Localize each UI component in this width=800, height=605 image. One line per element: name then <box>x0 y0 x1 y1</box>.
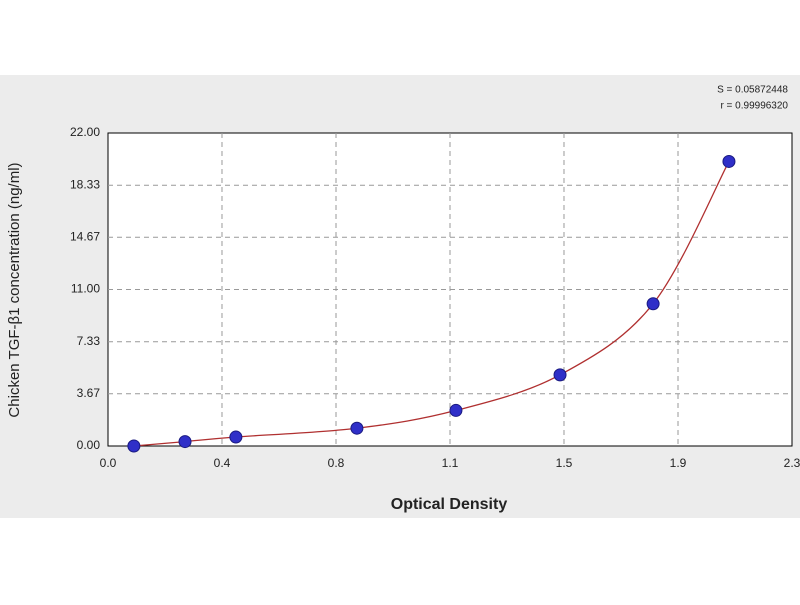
y-tick-label: 14.67 <box>70 229 100 243</box>
annotation: r = 0.99996320 <box>720 101 788 112</box>
y-tick-label: 22.00 <box>70 125 100 139</box>
point <box>127 439 141 453</box>
x-axis-label: Optical Density <box>391 496 508 513</box>
y-tick-label: 18.33 <box>70 177 100 191</box>
point <box>553 368 567 382</box>
x-tick-label: 1.9 <box>670 456 687 470</box>
y-tick-label: 11.00 <box>71 282 100 296</box>
x-tick-label: 0.4 <box>214 456 231 470</box>
x-tick-label: 0.8 <box>328 456 345 470</box>
point <box>722 154 736 168</box>
x-tick-label: 0.0 <box>100 456 117 470</box>
y-tick-label: 0.00 <box>77 438 101 452</box>
annotation: S = 0.05872448 <box>717 85 788 96</box>
y-axis-label: Chicken TGF-β1 concentration (ng/ml) <box>6 162 23 417</box>
point <box>229 430 243 444</box>
y-tick-label: 7.33 <box>77 334 101 348</box>
x-tick-label: 2.3 <box>784 456 800 470</box>
x-tick-label: 1.1 <box>442 456 459 470</box>
x-tick-label: 1.5 <box>556 456 573 470</box>
point <box>350 421 364 435</box>
point <box>178 435 192 449</box>
point <box>646 297 660 311</box>
point <box>449 403 463 417</box>
y-tick-label: 3.67 <box>77 386 101 400</box>
